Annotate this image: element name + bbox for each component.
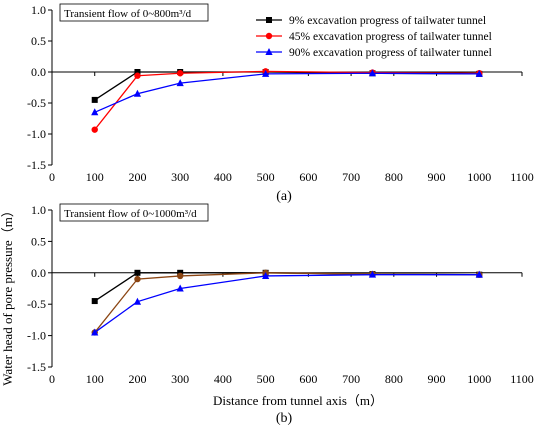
- y-tick-label: -0.5: [27, 96, 46, 110]
- x-tick-label: 900: [428, 372, 446, 386]
- x-tick-label: 200: [128, 170, 146, 184]
- panel-caption: (a): [276, 189, 292, 204]
- x-tick-label: 600: [299, 372, 317, 386]
- legend-label: 45% excavation progress of tailwater tun…: [289, 31, 492, 43]
- data-point: [91, 96, 98, 103]
- x-tick-label: 400: [214, 372, 232, 386]
- y-axis-title: Water head of pore pressure（m）: [0, 204, 15, 386]
- x-tick-label: 1000: [467, 372, 491, 386]
- data-point: [91, 108, 99, 116]
- x-tick-label: 500: [257, 372, 275, 386]
- data-point: [262, 69, 270, 77]
- y-tick-label: 1.0: [31, 203, 46, 217]
- x-tick-label: 600: [299, 170, 317, 184]
- data-point: [91, 126, 98, 133]
- panel-label: Transient flow of 0~1000m³/d: [64, 208, 197, 220]
- data-point: [368, 270, 377, 278]
- y-tick-label: 0.5: [31, 234, 46, 248]
- y-tick-label: -0.5: [27, 297, 46, 311]
- y-tick-label: -1.5: [27, 158, 46, 172]
- x-tick-label: 800: [385, 372, 403, 386]
- data-point: [91, 328, 99, 336]
- y-tick-label: 0.0: [31, 266, 46, 280]
- x-tick-label: 1100: [510, 170, 534, 184]
- data-point: [262, 271, 270, 279]
- data-point: [368, 69, 377, 77]
- x-tick-label: 0: [49, 372, 55, 386]
- x-tick-label: 0: [49, 170, 55, 184]
- x-tick-label: 200: [128, 372, 146, 386]
- series-line: [94, 272, 480, 333]
- y-tick-label: 0.0: [31, 65, 46, 79]
- x-axis-title: Distance from tunnel axis（m）: [213, 393, 383, 408]
- series-line: [94, 72, 480, 113]
- x-tick-label: 700: [342, 170, 360, 184]
- data-point: [475, 270, 483, 278]
- legend-label: 9% excavation progress of tailwater tunn…: [289, 15, 486, 27]
- data-point: [133, 297, 142, 305]
- data-point: [134, 69, 141, 75]
- legend-label: 90% excavation progress of tailwater tun…: [289, 47, 492, 59]
- x-tick-label: 500: [257, 170, 275, 184]
- data-point: [475, 69, 483, 77]
- x-tick-label: 800: [385, 170, 403, 184]
- x-tick-label: 1100: [510, 372, 534, 386]
- x-tick-label: 100: [86, 372, 104, 386]
- y-tick-label: 1.0: [31, 3, 46, 17]
- chart-panel-b: 1.0 0.5 0.0 -0.5 -1.0 -1.50 100 200 300 400 500 600…: [27, 203, 534, 426]
- data-point: [176, 284, 184, 292]
- legend-marker: [265, 32, 273, 40]
- data-point: [134, 72, 141, 79]
- data-point: [133, 89, 142, 97]
- series-line: [94, 274, 480, 333]
- x-tick-label: 100: [86, 170, 104, 184]
- data-point: [134, 269, 141, 276]
- y-tick-label: 0.5: [31, 34, 46, 48]
- data-point: [176, 272, 184, 280]
- y-tick-label: -1.0: [27, 127, 46, 141]
- data-point: [91, 298, 98, 305]
- data-point: [176, 79, 184, 87]
- panel-label-box: [59, 203, 209, 222]
- series-line: [94, 71, 480, 101]
- panel-caption: (b): [276, 411, 293, 426]
- x-tick-label: 700: [342, 372, 360, 386]
- panel-label-box: [59, 3, 209, 22]
- series-line: [94, 70, 480, 131]
- data-point: [176, 70, 184, 77]
- y-tick-label: -1.0: [27, 329, 46, 343]
- chart-panel-a: 1.0 0.5 0.0 -0.5 -1.0 -1.50 100 200 300 400 500 600…: [27, 3, 534, 204]
- panel-label: Transient flow of 0~800m³/d: [64, 8, 192, 20]
- x-tick-label: 400: [214, 170, 232, 184]
- legend-marker: [265, 48, 273, 55]
- legend-marker: [266, 17, 272, 23]
- x-tick-label: 300: [171, 372, 189, 386]
- y-tick-label: -1.5: [27, 360, 46, 374]
- data-point: [134, 275, 141, 283]
- x-tick-label: 900: [428, 170, 446, 184]
- x-tick-label: 300: [171, 170, 189, 184]
- x-tick-label: 1000: [467, 170, 491, 184]
